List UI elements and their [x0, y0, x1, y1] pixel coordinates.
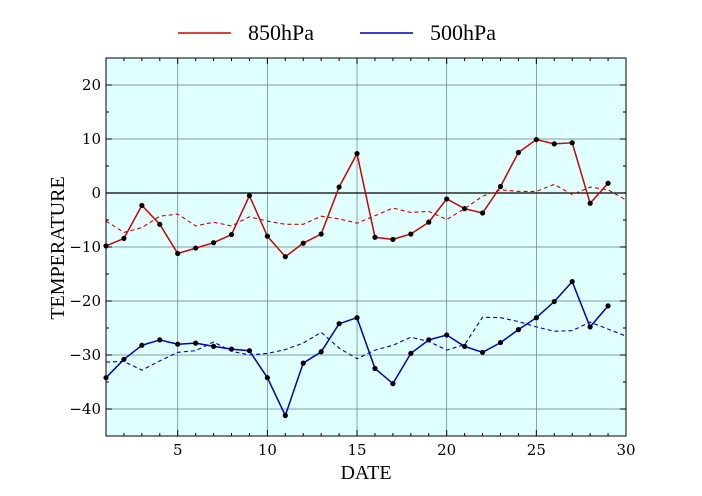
- data-point: [354, 315, 360, 321]
- series-line-dashed-3: [106, 316, 626, 371]
- data-point: [157, 337, 163, 343]
- data-point: [497, 183, 504, 190]
- y-tick-label: −10: [69, 238, 101, 256]
- y-tick-label: −30: [69, 346, 101, 364]
- data-point: [318, 349, 324, 355]
- series-layer: [103, 136, 626, 419]
- data-point: [336, 321, 342, 327]
- data-point: [533, 315, 539, 321]
- data-point: [479, 210, 486, 216]
- data-point: [479, 349, 486, 355]
- data-point: [605, 180, 611, 186]
- data-point: [139, 202, 145, 209]
- data-point: [408, 350, 414, 356]
- data-point: [551, 141, 557, 147]
- data-point: [121, 356, 127, 362]
- data-point: [228, 231, 235, 238]
- data-point: [193, 340, 199, 346]
- data-point: [264, 233, 270, 239]
- data-point: [569, 278, 575, 285]
- data-point: [515, 327, 522, 333]
- data-point: [372, 234, 378, 240]
- data-point: [444, 332, 450, 338]
- data-point: [121, 235, 127, 241]
- data-point: [587, 324, 593, 330]
- data-point: [246, 348, 253, 354]
- data-point: [390, 381, 396, 387]
- data-point: [282, 412, 288, 419]
- data-point: [497, 339, 504, 346]
- data-point: [300, 240, 306, 246]
- data-point: [372, 365, 378, 372]
- legend-label: 500hPa: [430, 20, 496, 45]
- data-point: [390, 236, 396, 243]
- data-point: [264, 375, 270, 381]
- series-line-dashed-2: [106, 183, 626, 233]
- data-point: [605, 303, 611, 309]
- legend-label: 850hPa: [248, 20, 314, 45]
- data-point: [551, 298, 557, 305]
- x-tick-label: 30: [616, 441, 635, 459]
- data-point: [282, 254, 288, 260]
- x-tick-label: 25: [527, 441, 546, 459]
- x-tick-label: 15: [347, 441, 366, 459]
- y-tick-label: 20: [82, 76, 101, 94]
- data-point: [193, 245, 199, 251]
- y-tick-label: 0: [91, 184, 101, 202]
- data-point: [210, 343, 217, 349]
- data-point: [139, 342, 145, 348]
- data-point: [175, 341, 181, 347]
- x-tick-label: 5: [173, 441, 183, 459]
- x-tick-label: 10: [258, 441, 277, 459]
- data-point: [444, 196, 450, 202]
- data-point: [336, 184, 342, 190]
- data-point: [569, 140, 575, 146]
- data-point: [587, 200, 593, 206]
- legend: 850hPa 500hPa: [178, 20, 496, 45]
- data-point: [300, 360, 306, 366]
- y-tick-label: −20: [69, 292, 101, 310]
- y-tick-label: −40: [69, 400, 101, 418]
- data-point: [354, 150, 360, 157]
- data-point: [318, 231, 324, 237]
- data-point: [157, 221, 163, 227]
- data-point: [515, 149, 522, 156]
- x-tick-label: 20: [437, 441, 456, 459]
- data-point: [408, 231, 414, 237]
- data-point: [175, 250, 181, 257]
- y-axis-title: TEMPERATURE: [47, 176, 69, 319]
- data-point: [533, 136, 539, 143]
- x-axis-title: DATE: [340, 462, 391, 484]
- data-point: [462, 343, 468, 349]
- y-tick-label: 10: [82, 130, 101, 148]
- data-point: [210, 240, 217, 246]
- data-point: [426, 219, 432, 225]
- ticks: 5 10 15 20 25 30 −40 −30 −20 −10 0 10 20: [69, 57, 636, 459]
- data-point: [246, 193, 253, 199]
